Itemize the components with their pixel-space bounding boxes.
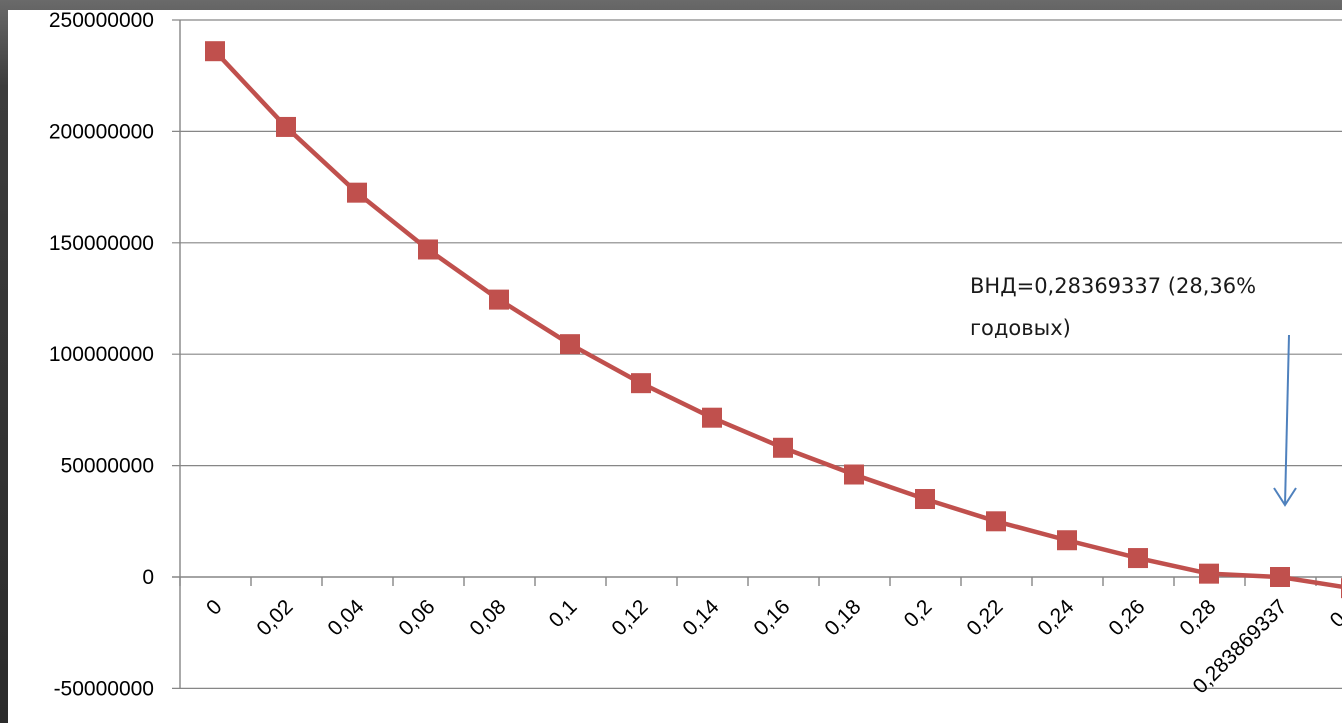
y-tick-label: 0: [142, 566, 154, 589]
axes: [172, 20, 1342, 689]
annotation-line-2: годовых): [970, 316, 1071, 340]
x-tick-label: 0,26: [1104, 595, 1149, 640]
y-tick-label: 150000000: [49, 232, 154, 255]
x-tick-label: 0,06: [394, 595, 439, 640]
annotation-arrow-head: [1273, 487, 1297, 507]
data-point-marker: [986, 511, 1006, 532]
annotation-line-1: ВНД=0,28369337 (28,36%: [970, 274, 1256, 298]
x-tick-label: 0,08: [465, 595, 510, 640]
x-tick-label: 0,28: [1175, 595, 1220, 640]
data-point-marker: [1057, 530, 1077, 551]
x-tick-label: 0,16: [749, 595, 794, 640]
data-point-marker: [915, 489, 935, 510]
x-tick-label: 0,12: [607, 595, 652, 640]
x-tick-label: 0,04: [323, 595, 368, 640]
data-point-marker: [1128, 548, 1148, 569]
y-tick-label: -50000000: [54, 677, 154, 700]
data-point-marker: [1270, 567, 1290, 587]
chart-panel: [8, 10, 1342, 723]
annotation-arrow-shaft: [1284, 334, 1290, 506]
y-tick-label: 200000000: [49, 120, 154, 143]
data-point-marker: [205, 41, 225, 62]
x-tick-label: 0,24: [1033, 595, 1078, 640]
x-tick-label: 0: [202, 595, 227, 620]
data-point-marker: [489, 289, 509, 310]
x-tick-label: 0,1: [545, 595, 582, 632]
y-tick-label: 250000000: [49, 9, 154, 32]
data-point-marker: [276, 116, 296, 137]
x-tick-label: 0,18: [820, 595, 865, 640]
irr-annotation: ВНД=0,28369337 (28,36% годовых): [970, 274, 1297, 507]
x-tick-label: 0,22: [962, 595, 1007, 640]
data-point-marker: [631, 373, 651, 394]
y-tick-label: 100000000: [49, 343, 154, 366]
x-tick-label: 0,02: [252, 595, 297, 640]
data-point-marker: [1199, 563, 1219, 584]
x-tick-labels: 0 0,02 0,04 0,06 0,08 0,1 0,12 0,14 0,16 0,18 0,2 0…: [202, 595, 1342, 698]
gridlines: [172, 19, 1342, 690]
x-tick-label: 0,14: [678, 595, 723, 640]
data-point-marker: [560, 334, 580, 355]
data-point-marker: [702, 407, 722, 428]
y-tick-labels: -50000000 0 50000000 100000000 150000000 2000…: [49, 9, 154, 700]
x-tick-label: 0,3: [1326, 595, 1342, 632]
data-point-marker: [418, 239, 438, 260]
y-tick-label: 50000000: [61, 455, 154, 478]
data-point-marker: [844, 464, 864, 485]
x-tick-label: 0,2: [900, 595, 937, 632]
data-point-marker: [347, 182, 367, 203]
series: [205, 41, 1342, 599]
data-point-marker: [773, 437, 793, 458]
